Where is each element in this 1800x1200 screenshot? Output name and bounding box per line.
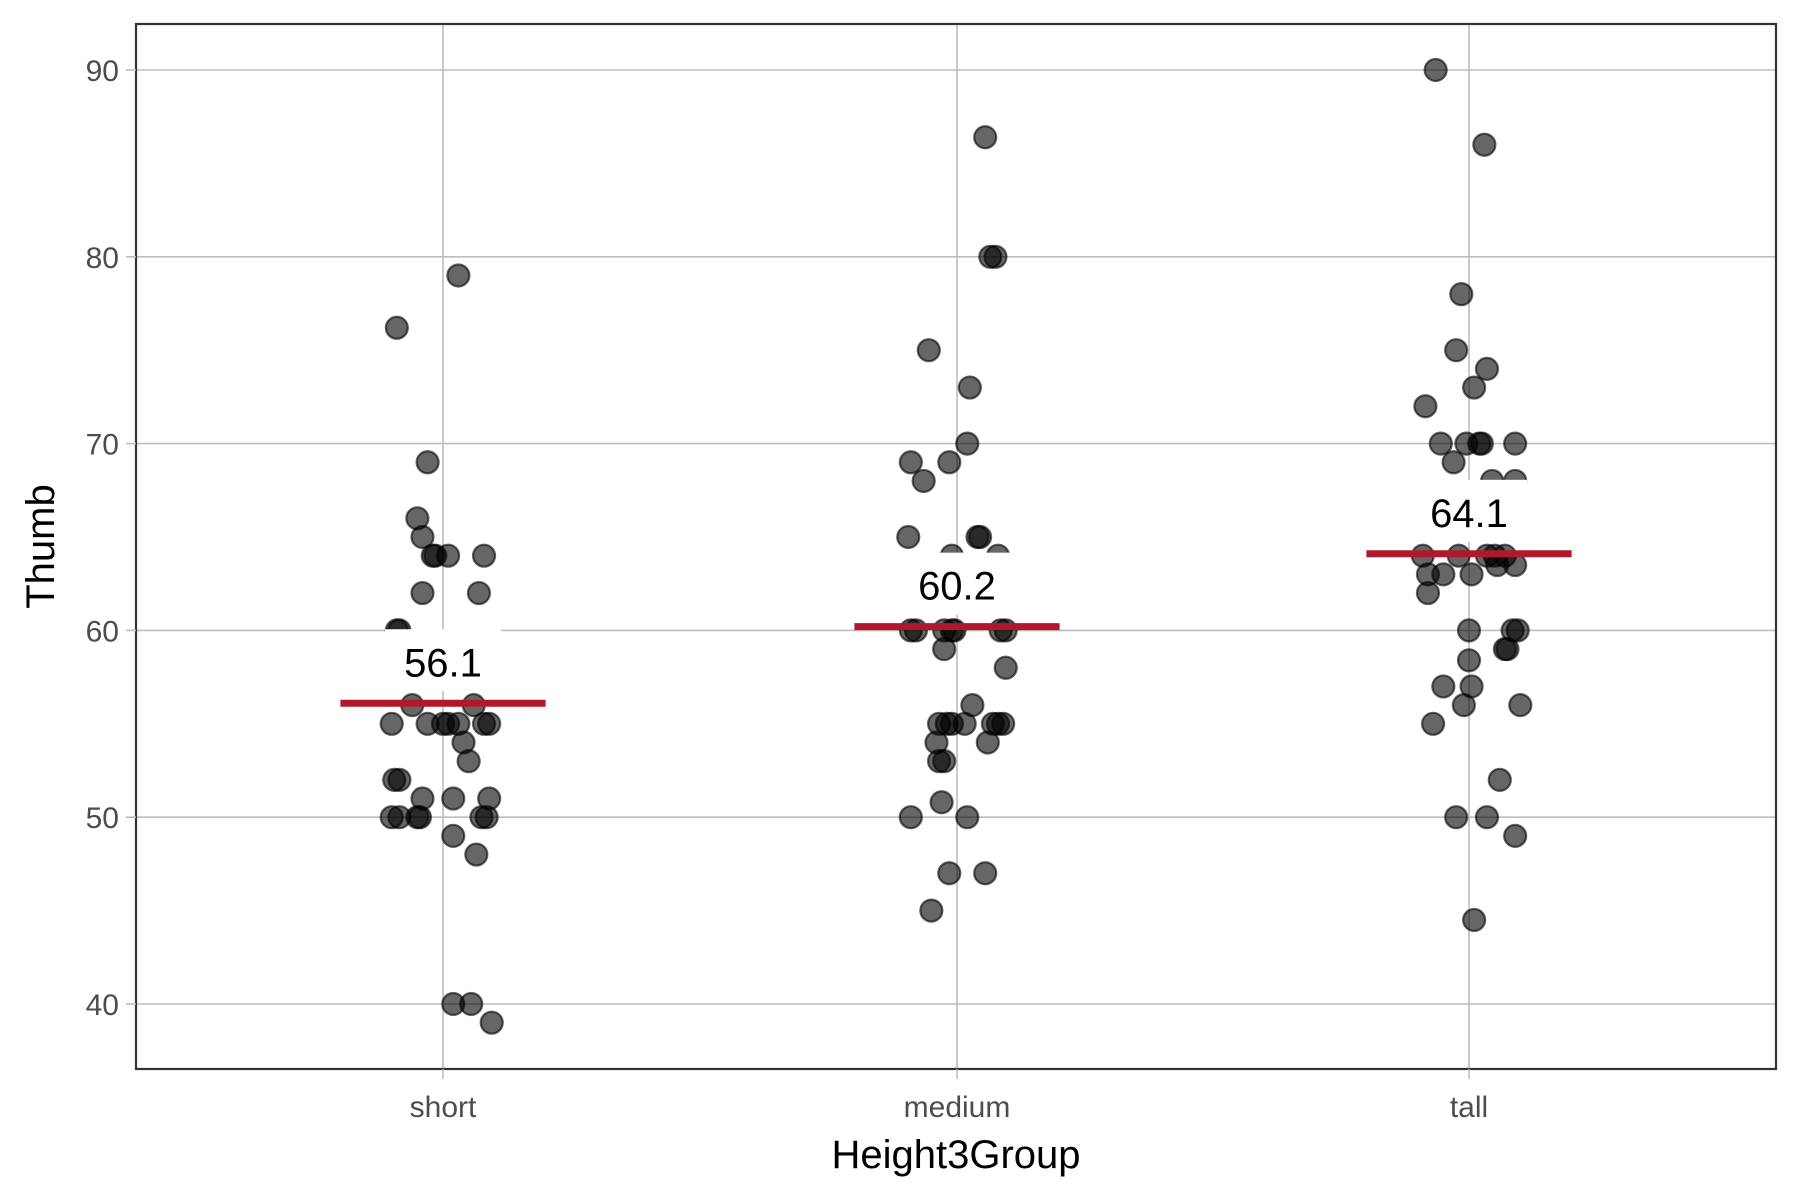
data-point <box>1444 805 1469 830</box>
data-point <box>993 655 1018 680</box>
x-tick-label-medium: medium <box>904 1091 1011 1124</box>
data-point <box>415 450 440 475</box>
data-point <box>983 244 1008 269</box>
data-point <box>929 790 954 815</box>
data-point <box>477 711 502 736</box>
data-points <box>379 57 1533 1035</box>
x-axis-title: Height3Group <box>831 1133 1080 1177</box>
data-point <box>975 730 1000 755</box>
data-point <box>952 711 977 736</box>
data-point <box>896 524 921 550</box>
data-point <box>1456 648 1482 673</box>
data-point <box>1444 338 1469 363</box>
data-point <box>911 468 936 494</box>
data-point <box>410 580 435 606</box>
data-point <box>916 338 941 363</box>
data-point <box>993 618 1018 643</box>
data-point <box>898 450 923 475</box>
data-point <box>1462 375 1487 400</box>
data-point <box>474 805 499 830</box>
data-point <box>459 991 484 1017</box>
data-point <box>903 618 929 643</box>
data-point <box>466 580 492 606</box>
data-point <box>441 786 466 811</box>
data-point <box>1462 907 1487 933</box>
y-axis-ticks: 40 50 60 70 80 90 <box>86 55 136 1022</box>
x-tick-label-short: short <box>410 1091 477 1124</box>
y-tick-label: 50 <box>86 802 119 835</box>
mean-label-background <box>385 629 501 692</box>
mean-label-tall: 64.1 <box>1430 492 1508 536</box>
data-point <box>1423 57 1448 83</box>
data-point <box>1428 431 1453 456</box>
mean-label-background <box>1411 479 1527 542</box>
data-point <box>379 711 404 736</box>
data-point <box>407 805 433 830</box>
y-tick-label: 70 <box>86 429 119 462</box>
data-point <box>410 524 435 550</box>
mean-label-background <box>899 552 1015 615</box>
data-point <box>1503 823 1528 848</box>
series-tall <box>1410 57 1533 933</box>
data-point <box>464 842 489 867</box>
data-point <box>991 711 1016 736</box>
data-point <box>1413 394 1438 419</box>
data-point <box>1431 562 1456 587</box>
data-point <box>1472 132 1497 157</box>
y-axis-title: Thumb <box>19 484 63 609</box>
data-point <box>1474 805 1500 830</box>
data-point <box>1495 636 1520 662</box>
data-point <box>973 125 998 150</box>
data-point <box>1441 450 1466 475</box>
data-point <box>456 749 481 774</box>
data-point <box>1503 431 1528 456</box>
data-point <box>1415 580 1441 606</box>
data-point <box>1449 282 1474 307</box>
data-point <box>1420 711 1446 736</box>
data-point <box>1508 693 1533 718</box>
data-point <box>1459 562 1484 587</box>
data-point <box>1469 431 1494 456</box>
x-axis-ticks: short medium tall <box>410 1069 1488 1124</box>
data-point <box>441 823 466 848</box>
data-point <box>937 861 962 886</box>
x-tick-label-tall: tall <box>1450 1091 1488 1124</box>
data-point <box>932 749 957 774</box>
data-point <box>1431 674 1456 699</box>
y-tick-label: 60 <box>86 615 119 648</box>
group-means: 56.1 60.2 64.1 <box>340 479 1572 707</box>
data-point <box>973 861 998 886</box>
y-tick-label: 40 <box>86 989 119 1022</box>
data-point <box>436 543 461 568</box>
data-point <box>1456 618 1482 643</box>
data-point <box>937 450 962 475</box>
data-point <box>1451 693 1476 718</box>
data-point <box>919 898 944 923</box>
data-point <box>898 805 923 830</box>
data-point <box>955 431 980 456</box>
data-point <box>967 524 993 550</box>
data-point <box>932 636 957 662</box>
data-point <box>955 805 980 830</box>
y-tick-label: 90 <box>86 55 119 88</box>
data-point <box>446 263 471 288</box>
data-point <box>1505 618 1530 643</box>
mean-label-medium: 60.2 <box>918 565 996 609</box>
plot-panel-border <box>134 22 1778 1071</box>
data-point <box>1503 552 1528 578</box>
data-point <box>471 543 497 568</box>
data-point <box>479 1010 504 1035</box>
data-point <box>1474 356 1500 381</box>
series-short <box>379 263 504 1035</box>
data-point <box>384 315 409 340</box>
data-point <box>957 375 982 400</box>
y-tick-label: 80 <box>86 242 119 275</box>
data-point <box>387 767 412 792</box>
mean-label-short: 56.1 <box>404 641 482 685</box>
data-point <box>1487 767 1512 792</box>
